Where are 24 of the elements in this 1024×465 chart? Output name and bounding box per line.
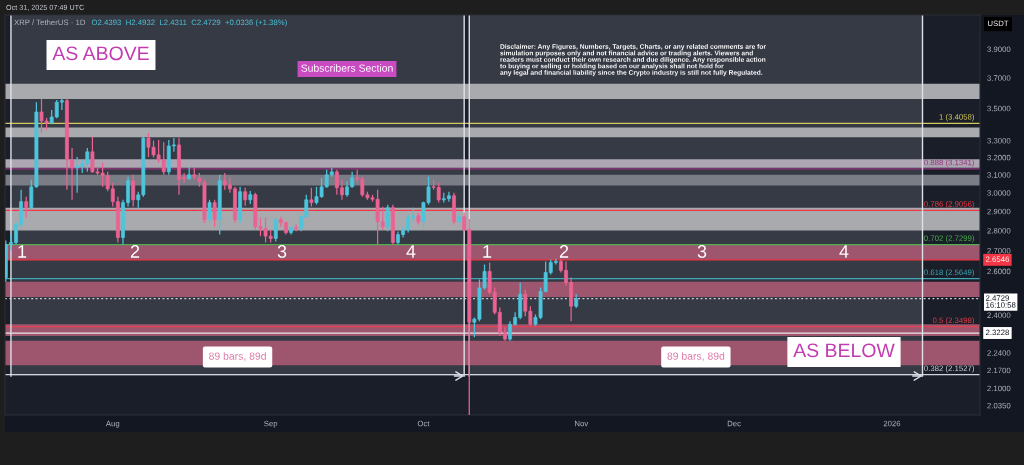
candlestick bbox=[131, 174, 136, 208]
annotation: AS ABOVE bbox=[52, 46, 149, 61]
candlestick bbox=[385, 204, 390, 232]
annotation: 2 bbox=[559, 245, 569, 258]
band-label: 89 bars, 89d bbox=[667, 352, 725, 362]
candlestick bbox=[75, 156, 80, 194]
candlestick bbox=[309, 187, 314, 208]
annotation: 1 bbox=[483, 245, 492, 258]
candlestick bbox=[24, 196, 29, 219]
candlestick bbox=[294, 223, 299, 232]
candlestick bbox=[273, 217, 278, 243]
candlestick bbox=[207, 199, 212, 224]
candlestick bbox=[212, 199, 217, 228]
candlestick bbox=[243, 187, 248, 207]
annotation: 4 bbox=[839, 245, 849, 258]
annotation: 3 bbox=[277, 245, 287, 258]
band-label: 89 bars, 89d bbox=[209, 352, 266, 362]
annotation: 4 bbox=[406, 245, 416, 258]
candlestick bbox=[446, 191, 451, 203]
annotation: AS BELOW bbox=[793, 343, 895, 358]
annotation: 3 bbox=[697, 245, 707, 258]
annotation: Subscribers Section bbox=[301, 64, 393, 72]
annotation: 1 bbox=[18, 245, 27, 258]
annotation: 2 bbox=[130, 245, 140, 258]
